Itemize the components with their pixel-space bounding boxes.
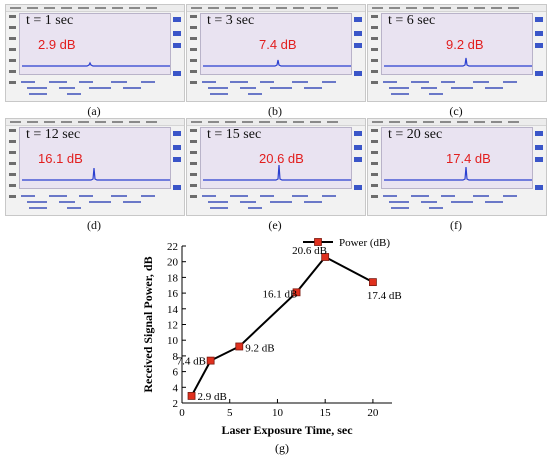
analyzer-menubar: [368, 5, 546, 12]
analyzer-right-toolbar: [171, 13, 183, 91]
spectrum-panel: t = 3 sec 7.4 dB: [186, 4, 366, 102]
y-tick-label: 20: [167, 257, 179, 269]
peak-power-label: 16.1 dB: [38, 151, 83, 166]
panel-caption: (c): [449, 104, 463, 118]
analyzer-status-bar: [381, 77, 533, 101]
power-point: [292, 288, 301, 297]
exposure-time-label: t = 12 sec: [26, 127, 81, 142]
spectrum-trace: [22, 167, 170, 181]
y-tick-label: 2: [173, 398, 179, 410]
analyzer-status-bar: [19, 191, 171, 215]
x-tick-label: 5: [227, 407, 233, 419]
analyzer-left-toolbar: [188, 13, 199, 91]
analyzer-menubar: [6, 119, 184, 126]
x-tick-label: 20: [367, 407, 379, 419]
analyzer-left-toolbar: [369, 13, 380, 91]
point-label: 9.2 dB: [245, 342, 274, 354]
spectrum-panel: t = 6 sec 9.2 dB: [367, 4, 547, 102]
spectrum-trace: [203, 164, 351, 181]
x-tick-label: 0: [179, 407, 185, 419]
y-tick-label: 18: [167, 272, 179, 284]
y-axis-label: Received Signal Power, dB: [141, 256, 155, 392]
y-tick-label: 8: [173, 351, 179, 363]
exposure-time-label: t = 6 sec: [388, 13, 436, 28]
power-point: [187, 392, 196, 400]
panel-caption: (e): [268, 218, 282, 232]
power-point: [369, 278, 377, 287]
analyzer-left-toolbar: [369, 127, 380, 205]
analyzer-right-toolbar: [533, 127, 545, 205]
analyzer-status-bar: [381, 191, 533, 215]
y-tick-label: 10: [167, 335, 179, 347]
legend-label: Power (dB): [339, 237, 390, 249]
x-tick-label: 10: [272, 407, 284, 419]
peak-power-label: 17.4 dB: [446, 151, 491, 166]
power-point: [235, 342, 244, 351]
exposure-time-label: t = 20 sec: [388, 127, 443, 142]
point-label: 17.4 dB: [367, 290, 402, 302]
spectrum-plot-area: [381, 127, 533, 189]
power-point: [321, 253, 330, 261]
spectrum-panel: t = 12 sec 16.1 dB: [5, 118, 185, 216]
point-label: 16.1 dB: [263, 288, 298, 300]
spectrum-panel: t = 20 sec 17.4 dB: [367, 118, 547, 216]
spectrum-plot-area: [19, 13, 171, 75]
panel-caption: (f): [450, 218, 462, 232]
spectrum-trace: [22, 61, 170, 67]
y-tick-label: 22: [167, 241, 178, 253]
spectrum-plot-area: [381, 13, 533, 75]
x-tick-label: 15: [320, 407, 332, 419]
analyzer-menubar: [6, 5, 184, 12]
peak-power-label: 20.6 dB: [259, 151, 304, 166]
analyzer-status-bar: [200, 191, 352, 215]
analyzer-menubar: [187, 5, 365, 12]
analyzer-menubar: [368, 119, 546, 126]
y-tick-label: 6: [173, 367, 179, 379]
spectrum-trace: [384, 166, 532, 181]
analyzer-left-toolbar: [7, 13, 18, 91]
analyzer-left-toolbar: [7, 127, 18, 205]
y-tick-label: 12: [167, 320, 178, 332]
legend-marker: [314, 238, 322, 246]
y-tick-label: 14: [167, 304, 179, 316]
analyzer-right-toolbar: [352, 13, 364, 91]
point-label: 20.6 dB: [292, 245, 327, 257]
exposure-time-label: t = 15 sec: [207, 127, 262, 142]
point-label: 2.9 dB: [198, 391, 227, 403]
power-series-line: [190, 255, 374, 397]
panel-caption: (d): [87, 218, 101, 232]
analyzer-menubar: [187, 119, 365, 126]
spectrum-panel: t = 15 sec 20.6 dB: [186, 118, 366, 216]
spectrum-plot-area: [200, 127, 352, 189]
exposure-time-label: t = 1 sec: [26, 13, 74, 28]
analyzer-status-bar: [200, 77, 352, 101]
peak-power-label: 9.2 dB: [446, 37, 484, 52]
spectrum-trace: [384, 57, 532, 67]
y-tick-label: 4: [173, 382, 179, 394]
chart-caption: (g): [275, 441, 289, 455]
power-point: [206, 356, 215, 365]
analyzer-right-toolbar: [171, 127, 183, 205]
y-tick-label: 16: [167, 288, 179, 300]
panel-caption: (a): [87, 104, 101, 118]
exposure-time-label: t = 3 sec: [207, 13, 255, 28]
peak-power-label: 7.4 dB: [259, 37, 297, 52]
spectrum-panel: t = 1 sec 2.9 dB: [5, 4, 185, 102]
analyzer-right-toolbar: [533, 13, 545, 91]
spectrum-plot-area: [200, 13, 352, 75]
spectrum-plot-area: [19, 127, 171, 189]
peak-power-label: 2.9 dB: [38, 37, 76, 52]
analyzer-right-toolbar: [352, 127, 364, 205]
x-axis-label: Laser Exposure Time, sec: [221, 423, 353, 437]
analyzer-left-toolbar: [188, 127, 199, 205]
analyzer-status-bar: [19, 77, 171, 101]
panel-caption: (b): [268, 104, 282, 118]
spectrum-trace: [203, 59, 351, 67]
point-label: 7.4 dB: [177, 356, 206, 368]
